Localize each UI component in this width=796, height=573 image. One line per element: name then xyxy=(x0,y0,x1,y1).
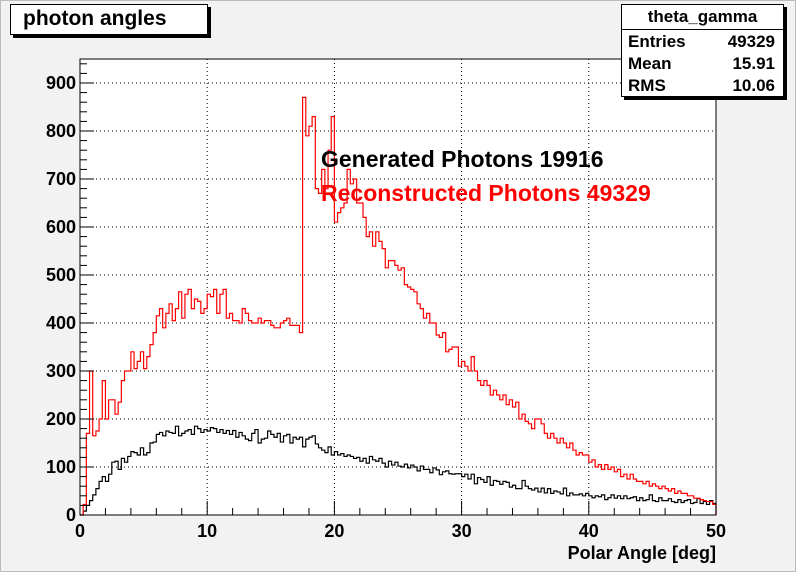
stats-row-rms: RMS 10.06 xyxy=(628,75,775,97)
y-tick-label: 900 xyxy=(46,73,76,93)
y-tick-label: 800 xyxy=(46,121,76,141)
annotation-reconstructed: Reconstructed Photons 49329 xyxy=(321,180,651,206)
x-tick-label: 10 xyxy=(197,521,217,541)
y-tick-label: 200 xyxy=(46,409,76,429)
y-tick-label: 300 xyxy=(46,361,76,381)
x-tick-label: 30 xyxy=(452,521,472,541)
stats-label: Mean xyxy=(628,54,672,73)
histogram-line-generated xyxy=(80,425,717,516)
axes: 0 100 200 300 400 500 600 700 800 900 0 10 20 30 40 50 xyxy=(46,63,726,541)
x-axis-title: Polar Angle [deg] xyxy=(568,543,716,563)
stats-label: RMS xyxy=(628,76,666,95)
stats-value: 15.91 xyxy=(732,54,775,73)
y-tick-label: 500 xyxy=(46,265,76,285)
y-tick-label: 0 xyxy=(66,505,76,525)
annotation-generated: Generated Photons 19916 xyxy=(321,146,604,172)
x-tick-label: 20 xyxy=(324,521,344,541)
stats-row-entries: Entries 49329 xyxy=(628,31,775,53)
x-tick-label: 0 xyxy=(75,521,85,541)
plot-frame xyxy=(79,58,717,516)
stats-value: 10.06 xyxy=(732,76,775,95)
y-tick-label: 600 xyxy=(46,217,76,237)
plot-frame-background xyxy=(80,59,716,515)
stats-box: theta_gamma Entries 49329 Mean 15.91 RMS… xyxy=(621,4,784,97)
y-tick-label: 700 xyxy=(46,169,76,189)
histogram-series xyxy=(80,96,717,516)
stats-label: Entries xyxy=(628,32,686,51)
canvas-title: photon angles xyxy=(10,4,208,35)
y-tick-label: 100 xyxy=(46,457,76,477)
stats-value: 49329 xyxy=(727,32,775,51)
y-tick-label: 400 xyxy=(46,313,76,333)
x-tick-label: 50 xyxy=(706,521,726,541)
stats-histogram-name: theta_gamma xyxy=(622,5,783,30)
stats-row-mean: Mean 15.91 xyxy=(628,53,775,75)
histogram-line-reconstructed xyxy=(80,96,717,516)
x-tick-label: 40 xyxy=(579,521,599,541)
